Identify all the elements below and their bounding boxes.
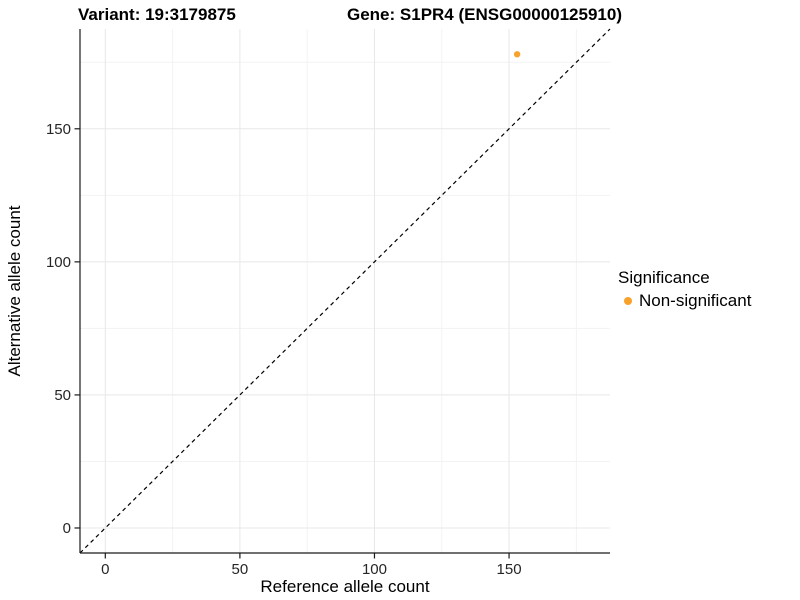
x-tick-label: 0 — [101, 561, 109, 578]
x-tick-label: 150 — [497, 561, 522, 578]
legend-item-label: Non-significant — [639, 291, 752, 310]
legend-title: Significance — [618, 268, 710, 287]
identity-line — [79, 28, 611, 554]
variant-title: Variant: 19:3179875 — [78, 5, 236, 24]
legend: Significance Non-significant — [618, 268, 751, 311]
y-tick-label: 0 — [63, 520, 71, 537]
y-tick-label: 100 — [46, 254, 71, 271]
x-tick-label: 50 — [232, 561, 249, 578]
gene-title: Gene: S1PR4 (ENSG00000125910) — [347, 5, 622, 24]
y-tick-label: 50 — [54, 387, 71, 404]
legend-item-non-significant: Non-significant — [618, 291, 751, 311]
data-point — [513, 51, 521, 58]
legend-key-dot-icon — [624, 297, 632, 305]
x-axis-title: Reference allele count — [260, 577, 430, 596]
y-axis-title: Alternative allele count — [5, 205, 24, 377]
x-tick-label: 100 — [362, 561, 387, 578]
y-tick-label: 150 — [46, 121, 71, 138]
